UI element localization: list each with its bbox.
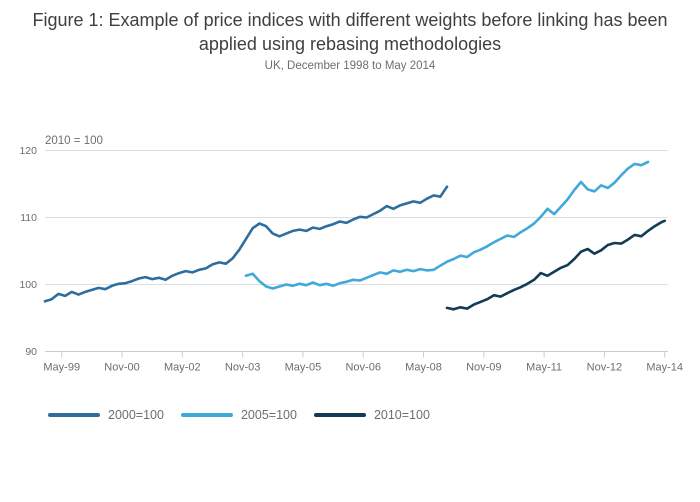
legend-label: 2005=100 (240, 408, 297, 422)
x-tick-label-Nov-09: Nov-09 (466, 362, 501, 374)
chart-legend: 2000=100 2005=100 2010=100 (48, 408, 430, 422)
y-axis-unit-note: 2010 = 100 (45, 135, 103, 147)
x-tick-label-May-08: May-08 (405, 362, 442, 374)
series-line-2000=100 (43, 185, 449, 303)
series-line-2010=100 (445, 219, 667, 311)
y-tick-label-120: 120 (19, 145, 37, 157)
figure-title: Figure 1: Example of price indices with … (32, 10, 668, 55)
legend-line-swatch (48, 413, 100, 417)
x-tick-label-May-99: May-99 (43, 362, 80, 374)
series-line-2005=100 (244, 160, 650, 290)
x-tick-label-May-11: May-11 (526, 362, 562, 374)
y-tick-label-100: 100 (19, 279, 37, 291)
legend-line-swatch (180, 413, 233, 417)
figure-subtitle: UK, December 1998 to May 2014 (264, 60, 436, 72)
legend-label: 2010=100 (373, 408, 430, 422)
x-tick-label-Nov-00: Nov-00 (104, 362, 139, 374)
y-tick-label-90: 90 (25, 346, 37, 358)
legend-item-2005=100: 2005=100 (180, 408, 297, 422)
x-tick-label-Nov-12: Nov-12 (587, 362, 622, 374)
x-tick-label-May-14: May-14 (646, 362, 683, 374)
legend-line-swatch (313, 413, 366, 417)
legend-item-2000=100: 2000=100 (48, 408, 164, 422)
x-tick-label-Nov-06: Nov-06 (345, 362, 380, 374)
y-tick-label-110: 110 (20, 212, 37, 224)
x-tick-label-May-05: May-05 (285, 362, 322, 374)
x-tick-label-May-02: May-02 (164, 362, 201, 374)
legend-item-2010=100: 2010=100 (313, 408, 430, 422)
x-tick-label-Nov-03: Nov-03 (225, 362, 260, 374)
legend-label: 2000=100 (108, 408, 164, 422)
